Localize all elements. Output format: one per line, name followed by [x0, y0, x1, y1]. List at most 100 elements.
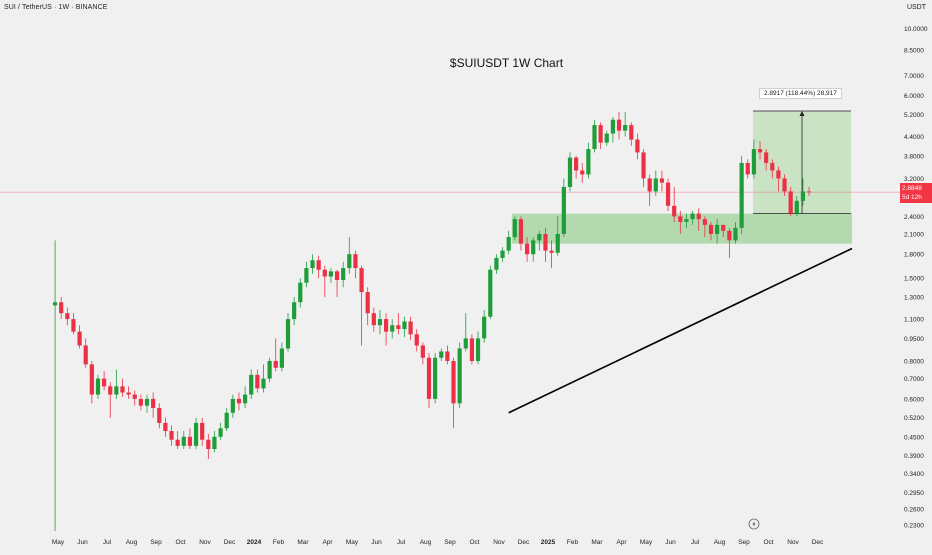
x-tick-label: Oct: [469, 539, 479, 546]
candle-body: [463, 338, 468, 349]
candle-body: [396, 325, 401, 330]
candle-body: [665, 182, 671, 206]
candle-body: [157, 407, 162, 423]
candle-body: [445, 351, 450, 362]
candle-body: [512, 219, 517, 238]
candle-body: [806, 191, 812, 193]
candle-body: [95, 378, 101, 395]
candle-body: [543, 233, 548, 251]
candle-body: [163, 422, 168, 432]
candle-body: [316, 260, 321, 270]
x-tick-label: Mar: [297, 539, 309, 546]
y-tick-label: 0.2950: [904, 490, 924, 497]
candle-body: [635, 139, 640, 153]
candle-body: [598, 125, 603, 143]
y-tick-label: 0.2600: [904, 507, 924, 514]
candle-body: [132, 394, 137, 399]
candle-body: [322, 269, 327, 277]
candle-body: [334, 271, 340, 281]
candle-body: [733, 227, 738, 241]
candle-body: [267, 361, 272, 379]
candle-body: [782, 178, 787, 192]
candle-body: [230, 398, 235, 413]
candle-body: [561, 186, 566, 234]
candle-body: [800, 191, 806, 201]
candle-body: [616, 119, 622, 131]
candle-body: [414, 334, 419, 346]
candle-body: [721, 224, 726, 231]
y-tick-label: 2.1000: [904, 231, 924, 238]
x-tick-label: Apr: [322, 539, 333, 546]
candle-body: [181, 436, 186, 446]
candle-body: [279, 348, 284, 368]
candle-body: [359, 268, 364, 293]
candle-body: [242, 394, 248, 404]
candle-body: [555, 233, 560, 253]
candle-body: [776, 170, 781, 179]
candle-body: [365, 292, 370, 314]
candle-body: [420, 345, 425, 358]
candle-body: [255, 374, 260, 389]
candle-body: [273, 361, 278, 368]
current-price-value: 2.8848: [902, 185, 922, 192]
candle-body: [531, 240, 536, 255]
candle-body: [580, 170, 585, 175]
x-tick-label: Sep: [444, 539, 456, 546]
x-tick-label: Jul: [397, 539, 406, 546]
candle-body: [672, 205, 677, 217]
y-tick-label: 0.5200: [904, 415, 924, 422]
candle-body: [102, 378, 107, 387]
x-tick-label: Jul: [103, 539, 112, 546]
y-tick-label: 0.2300: [904, 523, 924, 530]
x-tick-label: Jun: [371, 539, 382, 546]
candle-body: [623, 125, 628, 131]
candle-body: [647, 178, 652, 192]
lightning-icon-ring: [748, 518, 760, 530]
unit-label: USDT: [906, 4, 926, 11]
candle-body: [328, 271, 334, 277]
candle-body: [641, 152, 646, 179]
candle-body: [114, 386, 119, 395]
candle-body: [592, 125, 597, 150]
y-tick-label: 1.8000: [904, 252, 924, 259]
x-tick-label: Jun: [665, 539, 676, 546]
candle-body: [574, 157, 579, 171]
x-tick-label: 2024: [247, 539, 262, 546]
x-tick-label: Jun: [77, 539, 88, 546]
x-tick-label: Nov: [199, 539, 211, 546]
candle-body: [65, 313, 70, 320]
candle-body: [604, 133, 609, 143]
candle-body: [218, 428, 223, 437]
x-tick-label: Oct: [763, 539, 773, 546]
candle-body: [488, 269, 493, 317]
candle-body: [684, 219, 689, 222]
y-tick-label: 7.0000: [904, 73, 924, 80]
candle-body: [224, 412, 229, 429]
candle-body: [745, 162, 750, 175]
candle-body: [377, 319, 383, 326]
candle-body: [653, 178, 658, 192]
x-tick-label: May: [640, 539, 653, 546]
candle-body: [506, 237, 511, 251]
candle-body: [659, 178, 665, 183]
candle-body: [402, 321, 407, 330]
candle-body: [586, 149, 591, 175]
y-tick-label: 0.6000: [904, 396, 924, 403]
x-tick-label: Nov: [493, 539, 505, 546]
lightning-icon-bolt: [752, 520, 756, 528]
x-tick-label: May: [52, 539, 65, 546]
chart-title: $SUIUSDT 1W Chart: [449, 56, 564, 70]
candle-body: [144, 398, 150, 406]
candle-body: [285, 319, 291, 349]
candle-body: [89, 364, 94, 395]
y-tick-label: 2.4000: [904, 214, 924, 221]
y-tick-label: 3.8000: [904, 153, 924, 160]
candle-body: [408, 321, 413, 335]
x-tick-label: 2025: [541, 539, 556, 546]
candle-body: [175, 439, 180, 446]
candle-body: [469, 338, 475, 362]
candle-body: [126, 392, 131, 395]
symbol-header: SUI / TetherUS · 1W · BINANCE: [4, 4, 108, 11]
